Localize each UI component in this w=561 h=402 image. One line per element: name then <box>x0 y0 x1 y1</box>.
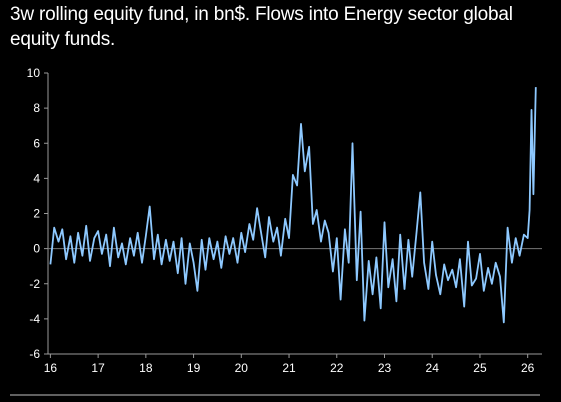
y-tick-label: -4 <box>29 312 40 326</box>
series-line <box>49 87 537 324</box>
x-tick-label: 26 <box>521 361 535 375</box>
x-tick-label: 21 <box>282 361 296 375</box>
x-tick-label: 16 <box>44 361 58 375</box>
series-group <box>49 87 537 324</box>
y-tick-label: 10 <box>27 66 41 80</box>
x-tick-label: 17 <box>91 361 105 375</box>
y-tick-label: 4 <box>33 171 40 185</box>
x-tick-label: 20 <box>235 361 249 375</box>
x-tick-label: 25 <box>473 361 487 375</box>
y-tick-label: -6 <box>29 347 40 361</box>
y-tick-label: 0 <box>33 242 40 256</box>
y-tick-label: 2 <box>33 207 40 221</box>
x-tick-label: 23 <box>378 361 392 375</box>
x-tick-label: 24 <box>426 361 440 375</box>
y-tick-label: -2 <box>29 277 40 291</box>
y-tick-label: 8 <box>33 101 40 115</box>
x-tick-label: 19 <box>187 361 201 375</box>
y-tick-label: 6 <box>33 136 40 150</box>
chart-title: 3w rolling equity fund, in bn$. Flows in… <box>10 4 513 50</box>
x-tick-label: 22 <box>330 361 344 375</box>
x-tick-label: 18 <box>139 361 153 375</box>
